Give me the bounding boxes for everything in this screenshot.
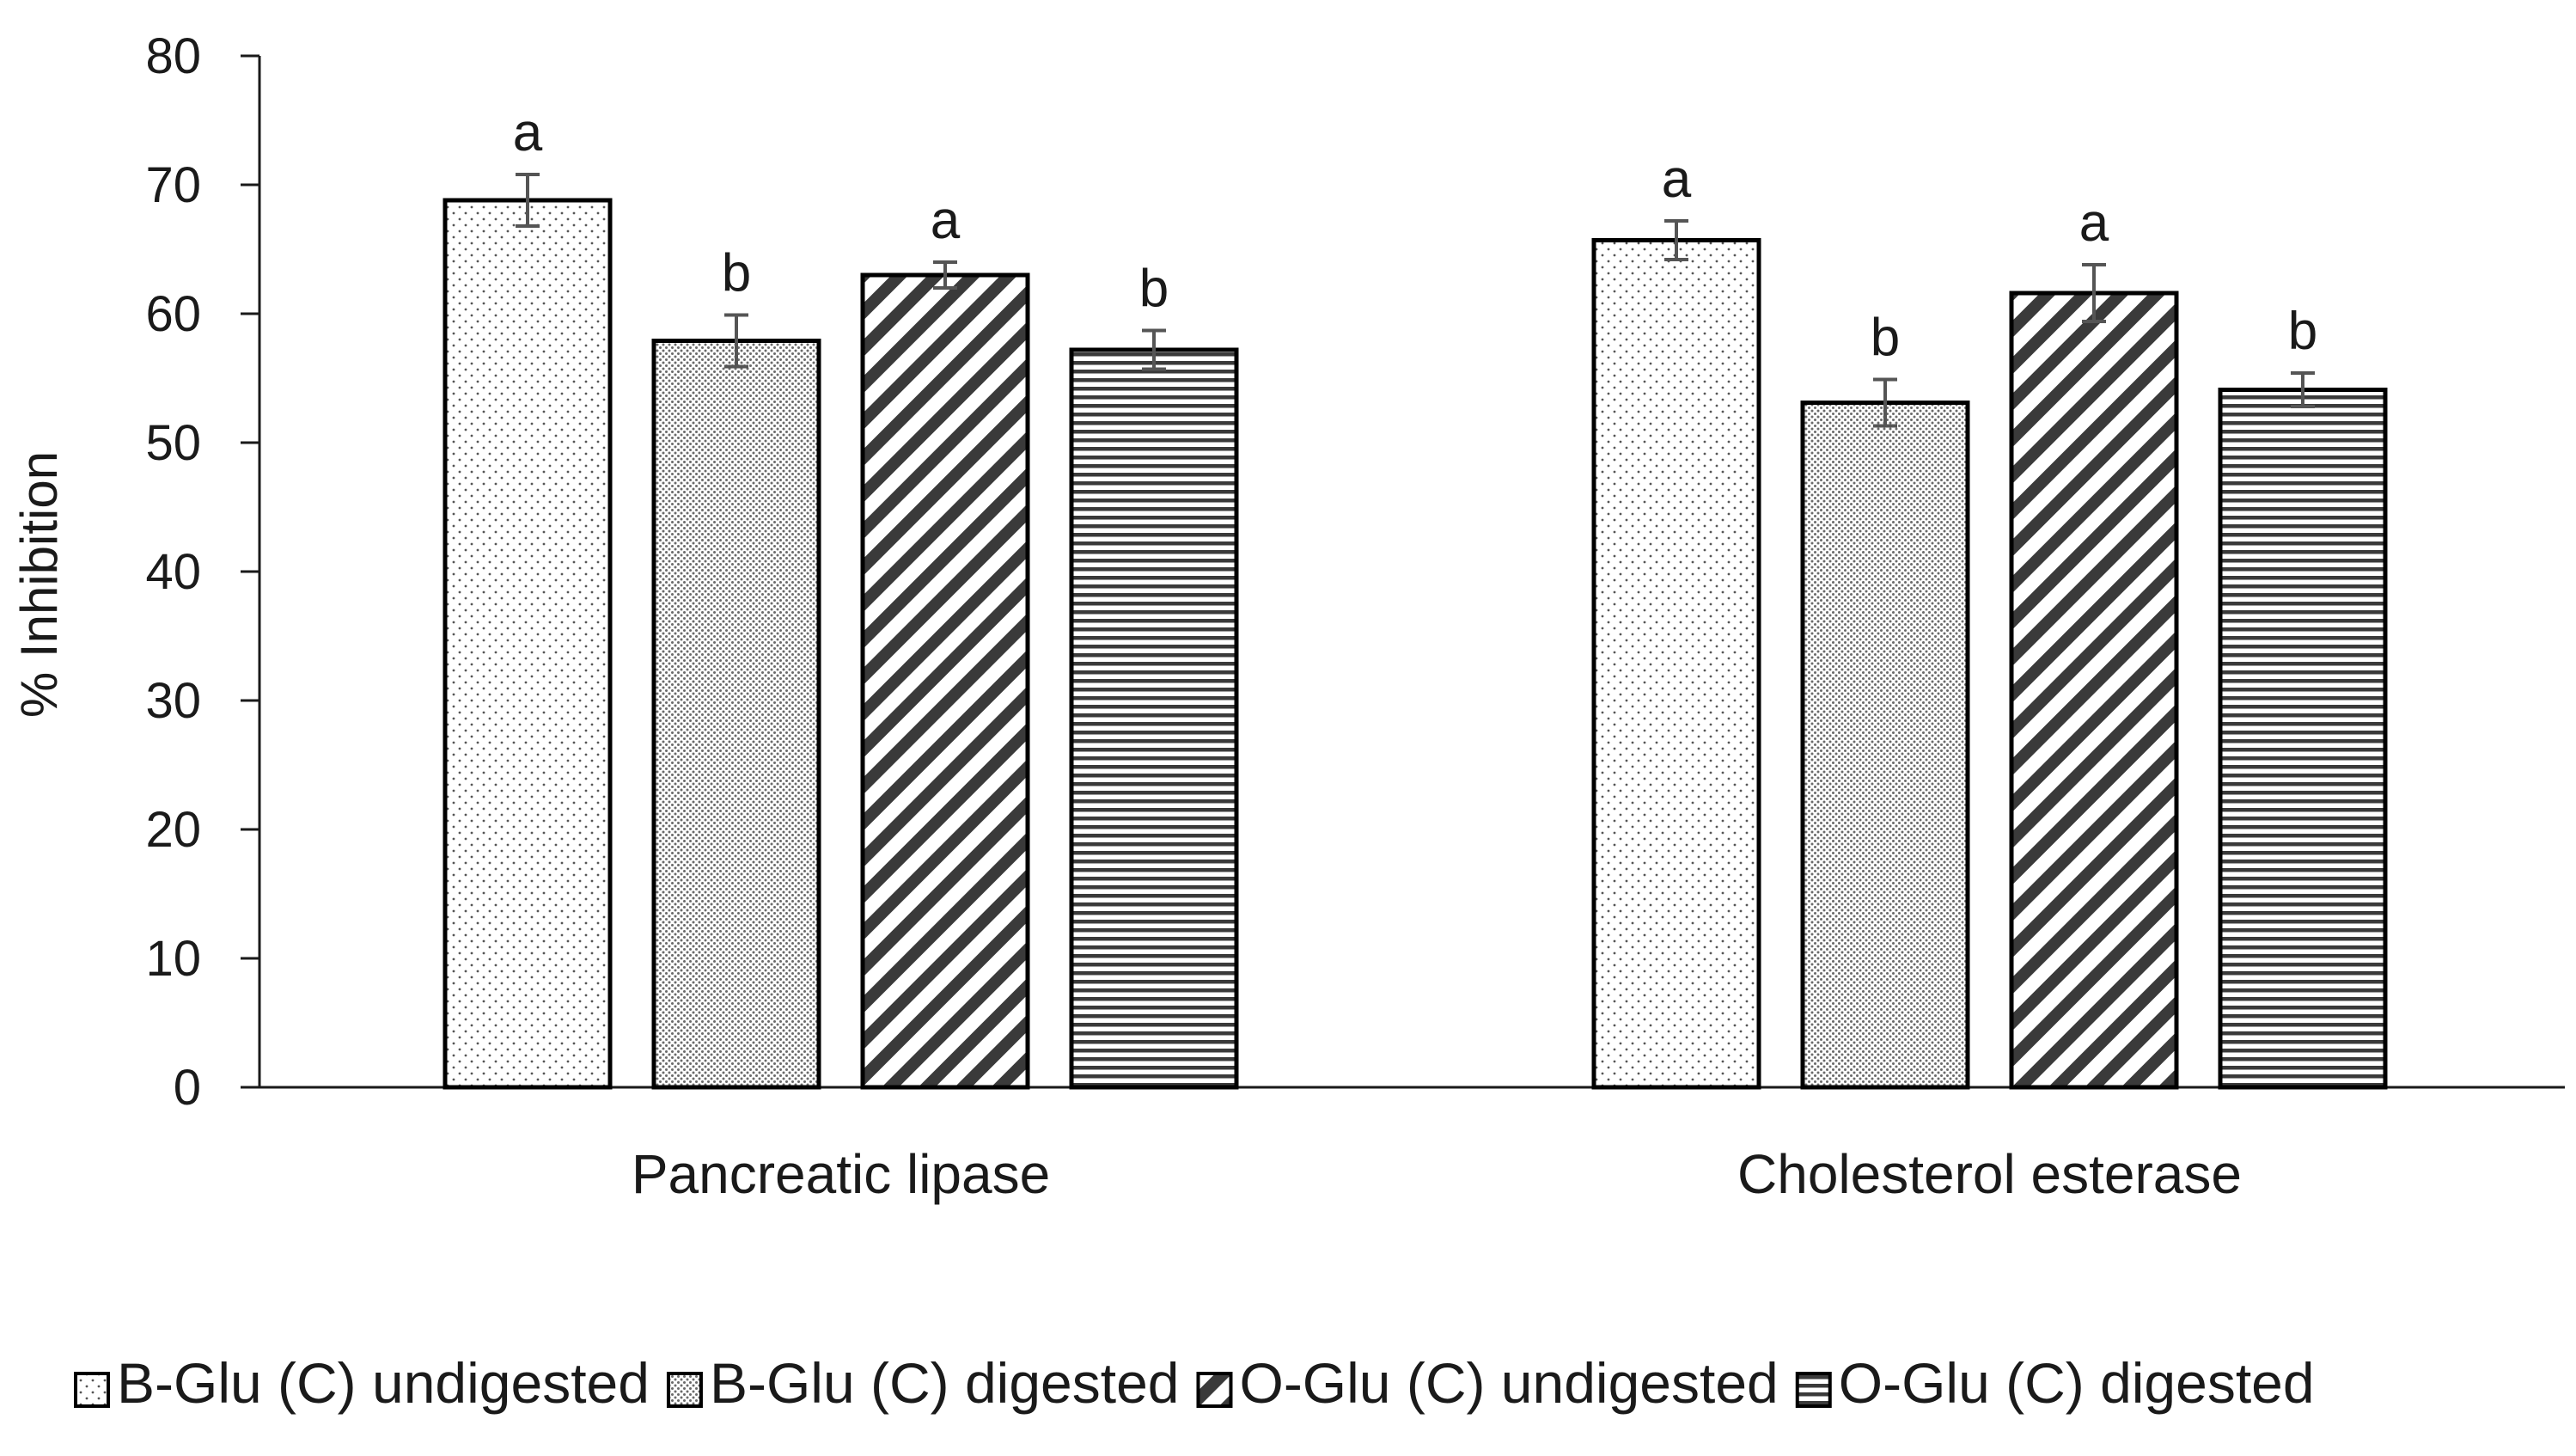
- legend-item: O-Glu (C) digested: [1795, 1351, 2315, 1415]
- significance-label: a: [931, 191, 961, 250]
- y-tick-label: 40: [145, 544, 201, 600]
- bars: [443, 198, 2388, 1090]
- significance-label: a: [513, 103, 543, 162]
- bar: [1591, 238, 1761, 1090]
- bar: [2218, 388, 2388, 1090]
- legend: B-Glu (C) undigested B-Glu (C) digested O-…: [74, 1351, 2315, 1415]
- legend-label: O-Glu (C) digested: [1839, 1351, 2315, 1415]
- y-tick-label: 30: [145, 673, 201, 729]
- significance-labels: a b a b a b a b: [513, 103, 2317, 368]
- bar: [1800, 401, 1970, 1090]
- y-tick-label: 50: [145, 415, 201, 471]
- category-labels: Pancreatic lipase Cholesterol esterase: [632, 1143, 2242, 1205]
- y-tick-label: 70: [145, 157, 201, 213]
- legend-swatch: [74, 1372, 110, 1408]
- legend-swatch: [1795, 1372, 1832, 1408]
- legend-swatch: [666, 1372, 703, 1408]
- bar: [443, 198, 613, 1090]
- significance-label: b: [722, 244, 751, 303]
- bar: [651, 339, 821, 1090]
- significance-label: a: [1662, 150, 1692, 209]
- y-tick-label: 80: [145, 28, 201, 84]
- category-label: Pancreatic lipase: [632, 1143, 1050, 1205]
- significance-label: b: [2288, 302, 2317, 361]
- significance-label: b: [1139, 260, 1169, 319]
- y-axis-title: % Inhibition: [10, 451, 68, 718]
- category-label: Cholesterol esterase: [1737, 1143, 2242, 1205]
- legend-item: B-Glu (C) undigested: [74, 1351, 650, 1415]
- bar: [860, 272, 1030, 1090]
- legend-label: B-Glu (C) digested: [710, 1351, 1180, 1415]
- error-bars: [516, 173, 2315, 428]
- significance-label: b: [1871, 309, 1900, 368]
- legend-label: B-Glu (C) undigested: [117, 1351, 650, 1415]
- y-tick-label: 20: [145, 802, 201, 858]
- y-tick-label: 60: [145, 286, 201, 342]
- significance-label: a: [2079, 193, 2109, 253]
- legend-item: O-Glu (C) undigested: [1196, 1351, 1779, 1415]
- bar: [2009, 291, 2179, 1090]
- legend-label: O-Glu (C) undigested: [1239, 1351, 1778, 1415]
- legend-item: B-Glu (C) digested: [666, 1351, 1180, 1415]
- y-ticks: 0 10 20 30 40 50 60 70 80: [145, 28, 259, 1116]
- y-axis: % Inhibition: [10, 56, 261, 1087]
- bar: [1069, 347, 1239, 1090]
- y-tick-label: 0: [174, 1060, 201, 1116]
- y-tick-label: 10: [145, 931, 201, 987]
- legend-swatch: [1196, 1372, 1233, 1408]
